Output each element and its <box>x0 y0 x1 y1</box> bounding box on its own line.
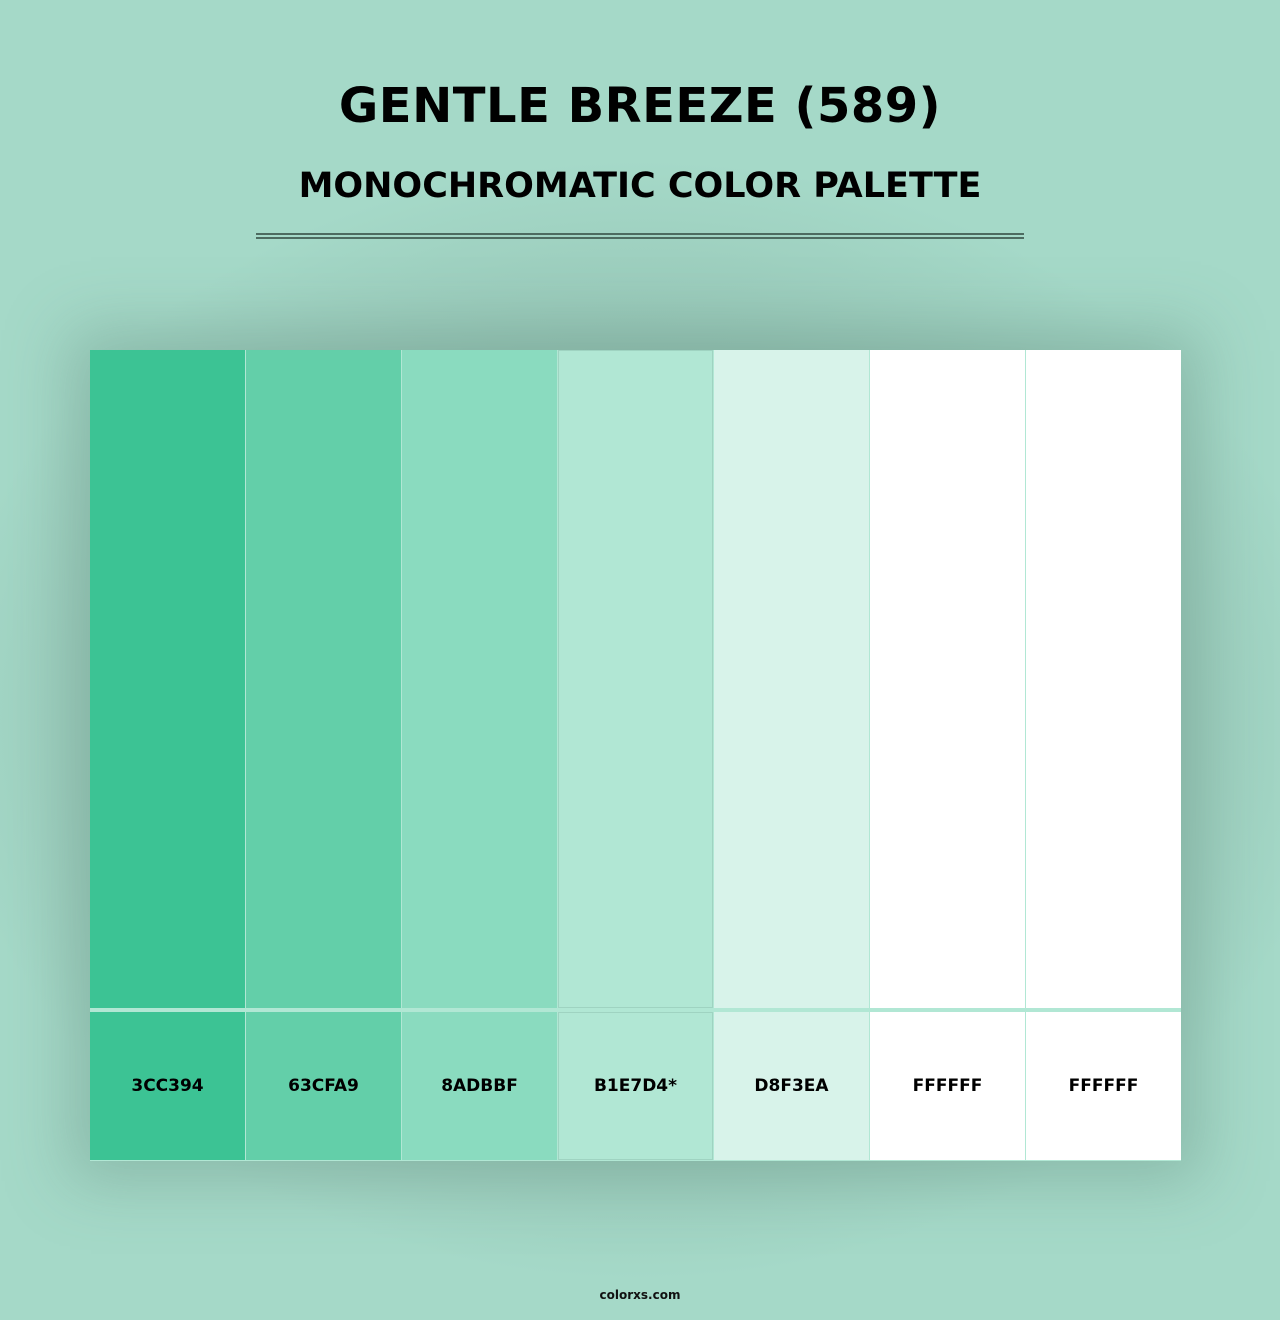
color-hex-label: FFFFFF <box>870 1012 1025 1160</box>
swatch-column[interactable]: 8ADBBF <box>402 350 557 1161</box>
color-hex-label: 3CC394 <box>90 1012 245 1160</box>
color-swatch[interactable] <box>870 350 1025 1008</box>
color-hex-label: 63CFA9 <box>246 1012 401 1160</box>
page-subtitle: MONOCHROMATIC COLOR PALETTE <box>298 166 982 206</box>
palette: 3CC394 63CFA9 8ADBBF B1E7D4* D8F3EA FFFFFF FFF… <box>90 350 1181 1161</box>
swatch-column[interactable]: 63CFA9 <box>246 350 401 1161</box>
color-hex-label: B1E7D4* <box>558 1012 713 1160</box>
swatch-column[interactable]: B1E7D4* <box>558 350 713 1161</box>
footer-site-link[interactable]: colorxs.com <box>599 1288 681 1302</box>
color-swatch[interactable] <box>1026 350 1181 1008</box>
color-swatch[interactable] <box>558 350 713 1008</box>
divider <box>256 233 1024 239</box>
swatch-column[interactable]: FFFFFF <box>870 350 1025 1161</box>
color-hex-label: FFFFFF <box>1026 1012 1181 1160</box>
color-swatch[interactable] <box>246 350 401 1008</box>
swatch-column[interactable]: FFFFFF <box>1026 350 1181 1161</box>
color-swatch[interactable] <box>402 350 557 1008</box>
color-swatch[interactable] <box>90 350 245 1008</box>
color-hex-label: D8F3EA <box>714 1012 869 1160</box>
swatch-column[interactable]: D8F3EA <box>714 350 869 1161</box>
color-hex-label: 8ADBBF <box>402 1012 557 1160</box>
swatch-column[interactable]: 3CC394 <box>90 350 245 1161</box>
page-title: GENTLE BREEZE (589) <box>338 78 942 134</box>
color-swatch[interactable] <box>714 350 869 1008</box>
